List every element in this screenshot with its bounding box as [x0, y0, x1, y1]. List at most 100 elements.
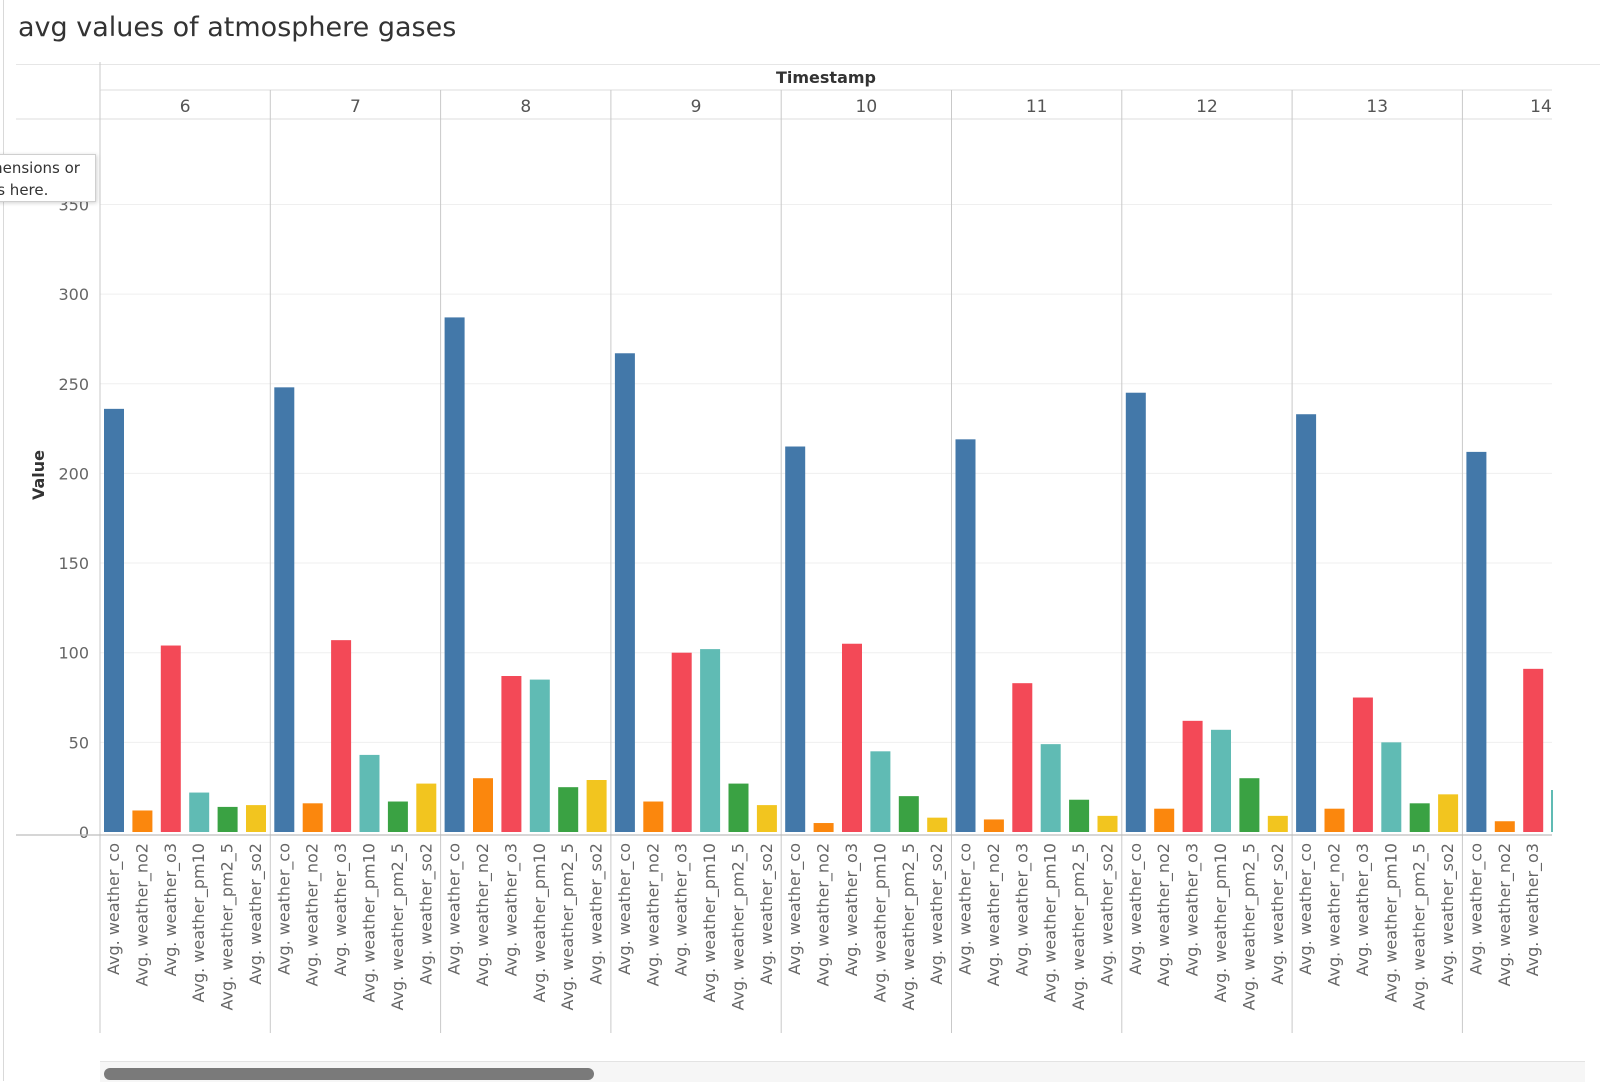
x-tick-label: Avg. weather_co — [1296, 843, 1316, 975]
x-tick-label: Avg. weather_co — [445, 843, 465, 975]
bar-weather-pm10 — [189, 792, 210, 832]
timestamp-header: 8 — [520, 97, 531, 117]
x-tick-label: Avg. weather_pm10 — [530, 843, 550, 1002]
x-tick-label: Avg. weather_so2 — [1098, 843, 1118, 985]
bar-weather-so2 — [586, 780, 607, 832]
timestamp-header: 12 — [1196, 97, 1218, 117]
x-tick-label: Avg. weather_pm2_5 — [729, 843, 749, 1010]
bar-weather-o3 — [1182, 720, 1203, 832]
timestamp-header: 9 — [691, 97, 702, 117]
timestamp-header: 14 — [1530, 97, 1552, 117]
bar-weather-pm2-5 — [387, 801, 408, 832]
x-tick-label: Avg. weather_pm10 — [870, 843, 890, 1002]
x-tick-label: Avg. weather_o3 — [1353, 843, 1373, 976]
bar-weather-no2 — [473, 778, 493, 832]
x-tick-label: Avg. weather_so2 — [927, 843, 947, 985]
x-tick-label: Avg. weather_pm10 — [189, 843, 209, 1002]
x-tick-label: Avg. weather_co — [1466, 843, 1486, 975]
x-tick-label: Avg. weather_co — [615, 843, 635, 975]
x-tick-label: Avg. weather_pm10 — [360, 843, 380, 1002]
bar-weather-no2 — [302, 803, 323, 832]
bar-weather-no2 — [1494, 821, 1515, 832]
y-tick-label: 200 — [58, 464, 89, 483]
x-tick-label: Avg. weather_no2 — [643, 843, 663, 986]
bar-weather-pm2-5 — [1069, 799, 1090, 832]
x-tick-label: Avg. weather_so2 — [416, 843, 436, 985]
x-tick-label: Avg. weather_co — [785, 843, 805, 975]
bar-weather-pm10 — [700, 649, 721, 832]
bar-weather-pm10 — [359, 754, 380, 832]
y-tick-label: 300 — [58, 285, 89, 304]
bar-weather-pm2-5 — [217, 806, 238, 832]
bar-weather-co — [444, 317, 465, 832]
x-tick-label: Avg. weather_o3 — [1523, 843, 1543, 976]
bar-weather-pm2-5 — [1239, 778, 1260, 832]
bar-weather-o3 — [501, 676, 522, 832]
x-tick-label: Avg. weather_so2 — [757, 843, 777, 985]
x-tick-label: Avg. weather_pm10 — [1381, 843, 1401, 1002]
x-tick-label: Avg. weather_pm10 — [700, 843, 720, 1002]
x-tick-label: Avg. weather_co — [1126, 843, 1146, 975]
x-tick-label: Avg. weather_pm10 — [1211, 843, 1231, 1002]
bar-weather-o3 — [1352, 697, 1373, 832]
x-tick-label: Avg. weather_no2 — [984, 843, 1004, 986]
bar-weather-so2 — [1097, 815, 1118, 832]
x-tick-label: Avg. weather_pm2_5 — [1069, 843, 1089, 1010]
bar-weather-co — [785, 446, 806, 832]
timestamp-header: 6 — [180, 97, 191, 117]
x-tick-label: Avg. weather_o3 — [161, 843, 181, 976]
x-tick-label: Avg. weather_o3 — [842, 843, 862, 976]
bar-weather-so2 — [416, 783, 437, 832]
bar-weather-no2 — [1324, 808, 1345, 832]
bar-weather-no2 — [983, 819, 1004, 832]
bar-weather-co — [104, 408, 124, 832]
bar-weather-no2 — [1154, 808, 1175, 832]
y-axis-title: Value — [29, 450, 48, 500]
horizontal-scrollbar-thumb[interactable] — [104, 1068, 594, 1080]
x-tick-label: Avg. weather_co — [274, 843, 294, 975]
x-tick-label: Avg. weather_o3 — [331, 843, 351, 976]
x-tick-label: Avg. weather_so2 — [246, 843, 266, 985]
x-tick-label: Avg. weather_pm10 — [1041, 843, 1061, 1002]
x-tick-label: Avg. weather_no2 — [1154, 843, 1174, 986]
drop-field-tooltip: mensions or es here. — [0, 154, 96, 202]
x-tick-label: Avg. weather_pm2_5 — [218, 843, 238, 1010]
x-tick-label: Avg. weather_no2 — [1325, 843, 1345, 986]
bar-weather-no2 — [643, 801, 664, 832]
x-tick-label: Avg. weather_pm2_5 — [1410, 843, 1430, 1010]
x-tick-label: Avg. weather_so2 — [1438, 843, 1458, 985]
frame-border — [3, 0, 4, 1081]
bar-weather-so2 — [1267, 815, 1288, 832]
title-divider — [16, 64, 1600, 65]
drop-hint-line-2: es here. — [0, 181, 49, 199]
column-header-title: Timestamp — [776, 68, 876, 87]
timestamp-header: 13 — [1366, 97, 1388, 117]
y-tick-label: 150 — [58, 554, 89, 573]
y-tick-label: 0 — [79, 823, 89, 842]
bar-weather-pm2-5 — [558, 787, 579, 832]
bar-weather-o3 — [160, 645, 181, 832]
x-tick-label: Avg. weather_o3 — [672, 843, 692, 976]
bar-weather-so2 — [927, 817, 948, 832]
bar-weather-co — [274, 387, 295, 832]
bar-weather-pm2-5 — [898, 796, 919, 832]
x-tick-label: Avg. weather_o3 — [501, 843, 521, 976]
bar-weather-co — [955, 439, 976, 832]
timestamp-header: 7 — [350, 97, 361, 117]
bar-weather-o3 — [842, 643, 862, 832]
x-tick-label: Avg. weather_no2 — [473, 843, 493, 986]
timestamp-header: 10 — [856, 97, 878, 117]
y-tick-label: 100 — [58, 644, 89, 663]
bar-weather-so2 — [756, 805, 777, 832]
x-tick-label: Avg. weather_no2 — [303, 843, 323, 986]
bar-weather-o3 — [1523, 668, 1544, 832]
x-tick-label: Avg. weather_so2 — [1268, 843, 1288, 985]
x-tick-label: Avg. weather_o3 — [1012, 843, 1032, 976]
bar-weather-co — [1296, 414, 1317, 832]
bar-weather-pm10 — [1040, 744, 1061, 832]
bar-weather-no2 — [813, 823, 834, 832]
bar-weather-pm2-5 — [728, 783, 749, 832]
sheet-title: avg values of atmosphere gases — [18, 12, 457, 43]
x-tick-label: Avg. weather_pm2_5 — [1239, 843, 1259, 1010]
